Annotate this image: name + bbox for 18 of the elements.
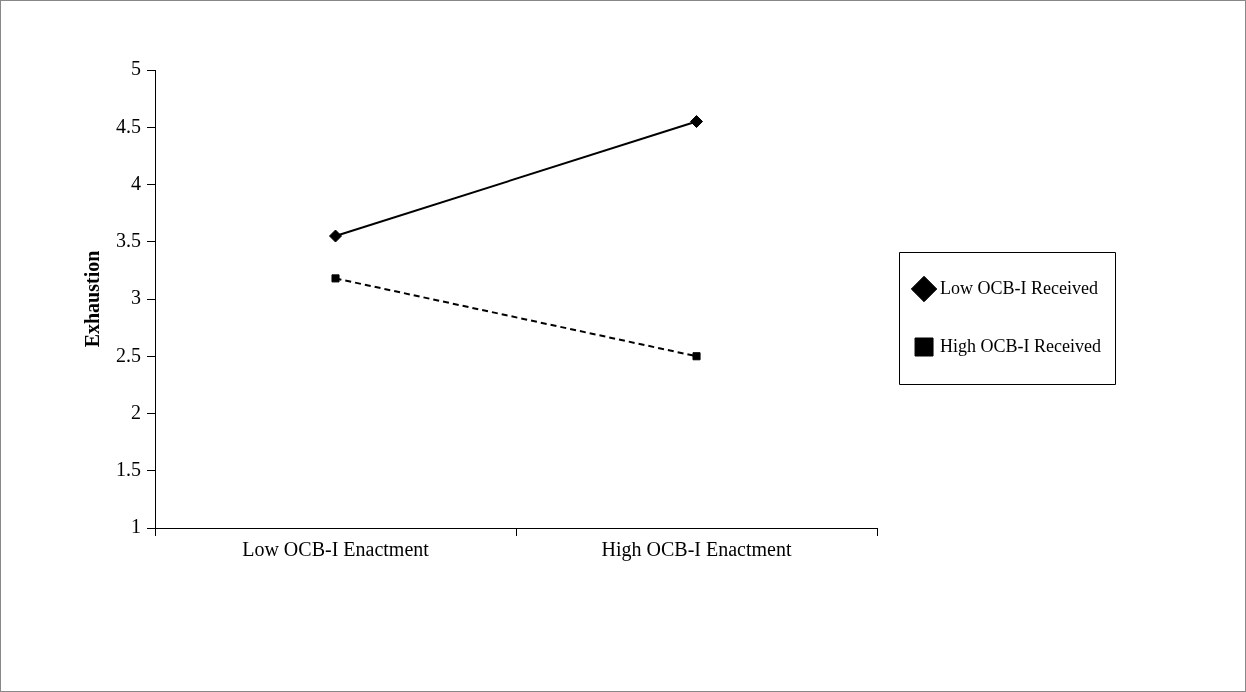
legend-label: Low OCB-I Received bbox=[940, 277, 1099, 298]
point bbox=[331, 274, 340, 283]
point bbox=[692, 352, 701, 361]
y-tick-label: 1.5 bbox=[116, 458, 141, 480]
y-tick-label: 3 bbox=[131, 286, 141, 309]
x-tick-label: High OCB-I Enactment bbox=[601, 538, 792, 562]
y-tick-label: 2.5 bbox=[116, 343, 141, 366]
y-tick-label: 4 bbox=[131, 171, 141, 194]
y-tick-label: 3.5 bbox=[116, 229, 141, 251]
y-tick-label: 2 bbox=[131, 400, 141, 423]
y-tick-label: 4.5 bbox=[116, 114, 141, 137]
x-tick-label: Low OCB-I Enactment bbox=[242, 538, 430, 561]
y-axis-title: Exhaustion bbox=[81, 250, 104, 348]
point bbox=[329, 229, 343, 243]
point bbox=[690, 115, 704, 129]
legend-label: High OCB-I Received bbox=[940, 335, 1102, 356]
y-tick-label: 5 bbox=[131, 57, 141, 80]
y-tick-label: 1 bbox=[131, 515, 141, 538]
